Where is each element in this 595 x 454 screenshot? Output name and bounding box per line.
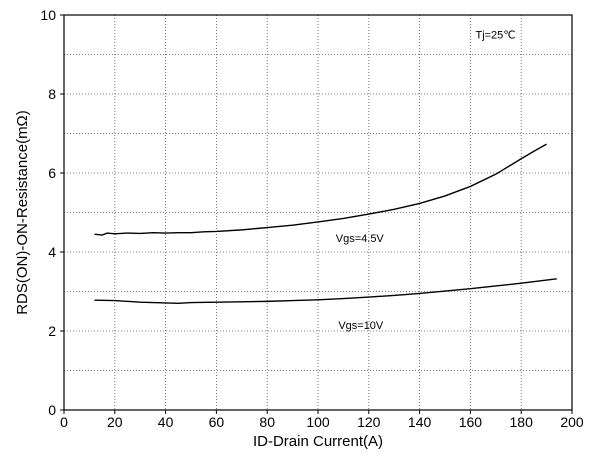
x-tick-label: 0: [60, 414, 68, 430]
x-tick-label: 200: [560, 414, 584, 430]
plot-frame: [63, 14, 573, 411]
annotation-label: Vgs=4.5V: [336, 233, 385, 245]
x-tick-label: 120: [357, 414, 381, 430]
series-line: [94, 278, 557, 305]
series-lines: [94, 143, 557, 305]
x-tick-label: 100: [306, 414, 330, 430]
x-tick-label: 20: [107, 414, 123, 430]
x-tick-label: 160: [459, 414, 483, 430]
x-tick-label: 140: [408, 414, 432, 430]
y-tick-label: 4: [48, 244, 56, 260]
annotation-label: Vgs=10V: [338, 320, 384, 332]
y-tick-label: 6: [48, 165, 56, 181]
x-tick-label: 180: [510, 414, 534, 430]
y-tick-label: 10: [40, 7, 56, 23]
series-line: [94, 143, 547, 236]
x-tick-label: 40: [158, 414, 174, 430]
annotations: Tj=25℃ Vgs=4.5V Vgs=10V: [336, 30, 516, 332]
y-tick-label: 8: [48, 86, 56, 102]
x-tick-label: 80: [259, 414, 275, 430]
y-tick-label: 2: [48, 323, 56, 339]
grid: [64, 15, 572, 410]
axis-ticks: 0 20 40 60 80 100 120 140 160 180 200 0 2 4 6 8 10: [40, 7, 583, 430]
x-axis-label: ID-Drain Current(A): [253, 433, 383, 450]
annotation-label: Tj=25℃: [475, 30, 515, 42]
y-axis-label: RDS(ON)-ON-Resistance(mΩ): [14, 110, 31, 315]
x-tick-label: 60: [209, 414, 225, 430]
y-tick-label: 0: [48, 402, 56, 418]
